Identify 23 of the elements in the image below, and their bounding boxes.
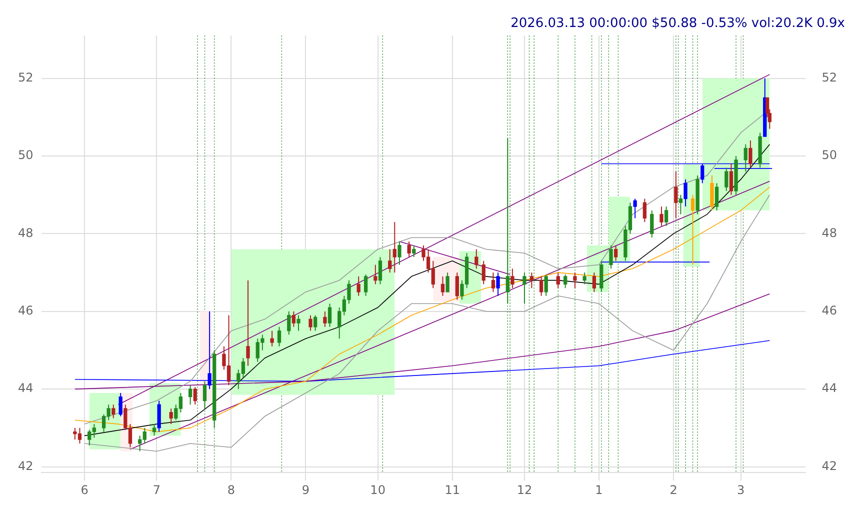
x-tick-label: 6	[80, 482, 88, 497]
x-tick-label: 2	[670, 482, 678, 497]
x-tick-label: 1	[595, 482, 603, 497]
y-tick-label: 42	[18, 458, 34, 473]
y-tick-label: 52	[18, 70, 34, 84]
chart-title: 2026.03.13 00:00:00 $50.88 -0.53% vol:20.2K 0.9x	[510, 16, 846, 32]
y2-tick-label: 44	[822, 381, 838, 396]
y-tick-label: 44	[18, 381, 34, 396]
x-tick-label: 8	[227, 482, 236, 497]
y-tick-label: 46	[18, 304, 34, 318]
x-tick-label: 3	[737, 482, 745, 497]
y2-tick-label: 52	[822, 70, 838, 84]
x-tick-label: 12	[516, 482, 532, 497]
y-tick-label: 50	[18, 148, 34, 162]
y2-tick-label: 50	[822, 148, 838, 162]
y2-tick-label: 48	[822, 226, 838, 240]
x-tick-label: 9	[302, 482, 310, 497]
y2-tick-label: 46	[822, 304, 838, 318]
y2-tick-label: 42	[822, 458, 838, 473]
x-tick-label: 7	[152, 482, 160, 497]
y-tick-label: 48	[18, 226, 34, 240]
x-tick-label: 10	[370, 482, 386, 497]
x-tick-label: 11	[444, 482, 460, 497]
